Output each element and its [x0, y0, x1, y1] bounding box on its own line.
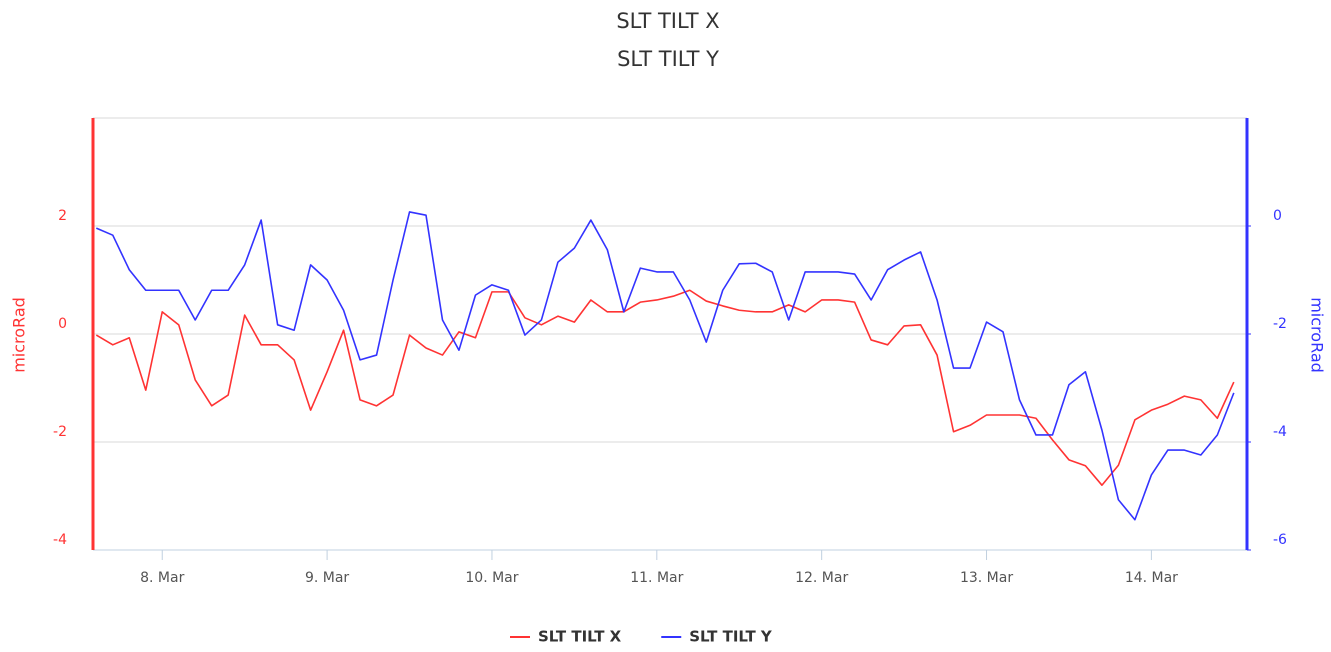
x-tick-label: 10. Mar — [465, 570, 518, 586]
legend: SLT TILT X SLT TILT Y — [510, 628, 773, 646]
x-tick-label: 14. Mar — [1125, 570, 1178, 586]
data-line — [95, 211, 1235, 521]
x-tick-label: 13. Mar — [960, 570, 1013, 586]
y-axis-title: microRad — [10, 297, 29, 373]
y2-axis-title: microRad — [1308, 297, 1327, 373]
x-tick-label: 12. Mar — [795, 570, 848, 586]
x-tick-label: 11. Mar — [630, 570, 683, 586]
y2-tick-label: -6 — [1273, 532, 1287, 548]
y2-tick-label: -2 — [1273, 316, 1287, 332]
data-line — [95, 289, 1235, 486]
y2-tick-label: 0 — [1273, 208, 1282, 224]
chart-title: SLT TILT X — [616, 9, 719, 33]
y-tick-label: -4 — [53, 532, 67, 548]
y2-tick-label: -4 — [1273, 424, 1287, 440]
legend-label: SLT TILT X — [538, 628, 622, 646]
x-tick-label: 9. Mar — [305, 570, 349, 586]
y-tick-label: -2 — [53, 424, 67, 440]
x-tick-label: 8. Mar — [140, 570, 184, 586]
y-tick-label: 0 — [58, 316, 67, 332]
y-tick-label: 2 — [58, 208, 67, 224]
legend-label: SLT TILT Y — [689, 628, 773, 646]
chart-subtitle: SLT TILT Y — [617, 47, 719, 71]
